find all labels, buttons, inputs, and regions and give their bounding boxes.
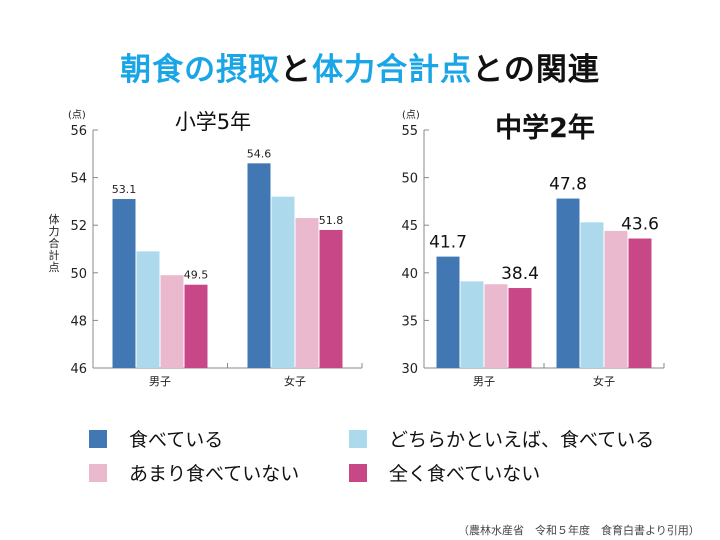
bar — [484, 284, 508, 368]
charts-area: 小学5年 (点) 46 48 50 52 54 56 男子 女子 53.1 49.5 54.6 51.8 中… — [68, 109, 665, 388]
legend-label: 食べている — [129, 429, 224, 451]
y-axis-unit: (点) — [402, 109, 420, 121]
title-part-4: との関連 — [472, 52, 600, 88]
legend-swatch — [89, 429, 107, 448]
legend-item-eat: 食べている — [89, 425, 223, 452]
x-category-label: 男子 — [149, 375, 171, 388]
y-tick-label: 46 — [70, 362, 87, 377]
bar — [112, 199, 136, 368]
data-label: 49.5 — [184, 269, 209, 282]
bar — [556, 198, 580, 368]
chart-title: 中学2年 — [495, 112, 595, 144]
y-tick-label: 35 — [401, 314, 418, 329]
bar — [247, 163, 271, 368]
legend-label: あまり食べていない — [129, 463, 300, 485]
source-citation: （農林水産省 令和５年度 食育白書より引用） — [458, 524, 700, 537]
y-tick-label: 40 — [401, 267, 418, 282]
y-tick-label: 54 — [70, 172, 87, 187]
legend-label: どちらかといえば、食べている — [389, 429, 655, 451]
chart-title: 小学5年 — [175, 110, 251, 134]
bar — [295, 218, 319, 368]
y-tick-label: 48 — [70, 314, 87, 329]
bar — [319, 229, 343, 368]
x-category-label: 男子 — [473, 375, 495, 388]
data-label: 54.6 — [247, 147, 272, 160]
legend-item-mostly-eat: どちらかといえば、食べている — [349, 425, 654, 452]
chart-2: 中学2年 (点) 30 35 40 45 50 55 男子 女子 41.7 38.4 47.8 43.6 — [401, 109, 665, 388]
y-axis-title: 体力合計点 — [48, 213, 60, 274]
title-part-2: と — [280, 52, 313, 88]
y-tick-label: 45 — [401, 219, 418, 234]
data-label: 41.7 — [429, 233, 467, 253]
y-tick-label: 52 — [70, 219, 87, 234]
y-tick-label: 30 — [401, 362, 418, 377]
legend-swatch — [89, 463, 107, 482]
legend-item-never-eat: 全く食べていない — [349, 459, 540, 486]
x-category-label: 女子 — [593, 374, 615, 388]
x-category-label: 女子 — [284, 374, 306, 388]
bar — [184, 284, 208, 368]
title-part-1: 朝食の摂取 — [120, 52, 281, 88]
bar — [160, 275, 184, 368]
data-label: 47.8 — [549, 175, 587, 195]
bar — [136, 251, 160, 368]
legend-label: 全く食べていない — [389, 463, 541, 485]
data-label: 51.8 — [319, 214, 344, 227]
bar — [628, 238, 652, 368]
bar — [460, 281, 484, 368]
y-tick-label: 50 — [401, 172, 418, 187]
y-tick-label: 56 — [70, 124, 87, 139]
bar — [604, 230, 628, 368]
title-part-3: 体力合計点 — [312, 52, 473, 88]
bar — [436, 256, 460, 368]
legend-swatch — [349, 429, 367, 448]
bar — [508, 288, 532, 368]
chart-1: 小学5年 (点) 46 48 50 52 54 56 男子 女子 53.1 49.5 54.6 51.8 — [68, 109, 363, 388]
y-axis-unit: (点) — [68, 109, 86, 121]
data-label: 43.6 — [621, 215, 659, 235]
legend-swatch — [349, 463, 367, 482]
page-title: 朝食の摂取と体力合計点との関連 — [0, 44, 720, 89]
legend-item-rarely-eat: あまり食べていない — [89, 459, 299, 486]
y-tick-label: 50 — [70, 267, 87, 282]
bar — [580, 222, 604, 368]
data-label: 53.1 — [112, 183, 137, 196]
bar — [271, 196, 295, 368]
data-label: 38.4 — [501, 264, 539, 284]
y-tick-label: 55 — [401, 124, 418, 139]
